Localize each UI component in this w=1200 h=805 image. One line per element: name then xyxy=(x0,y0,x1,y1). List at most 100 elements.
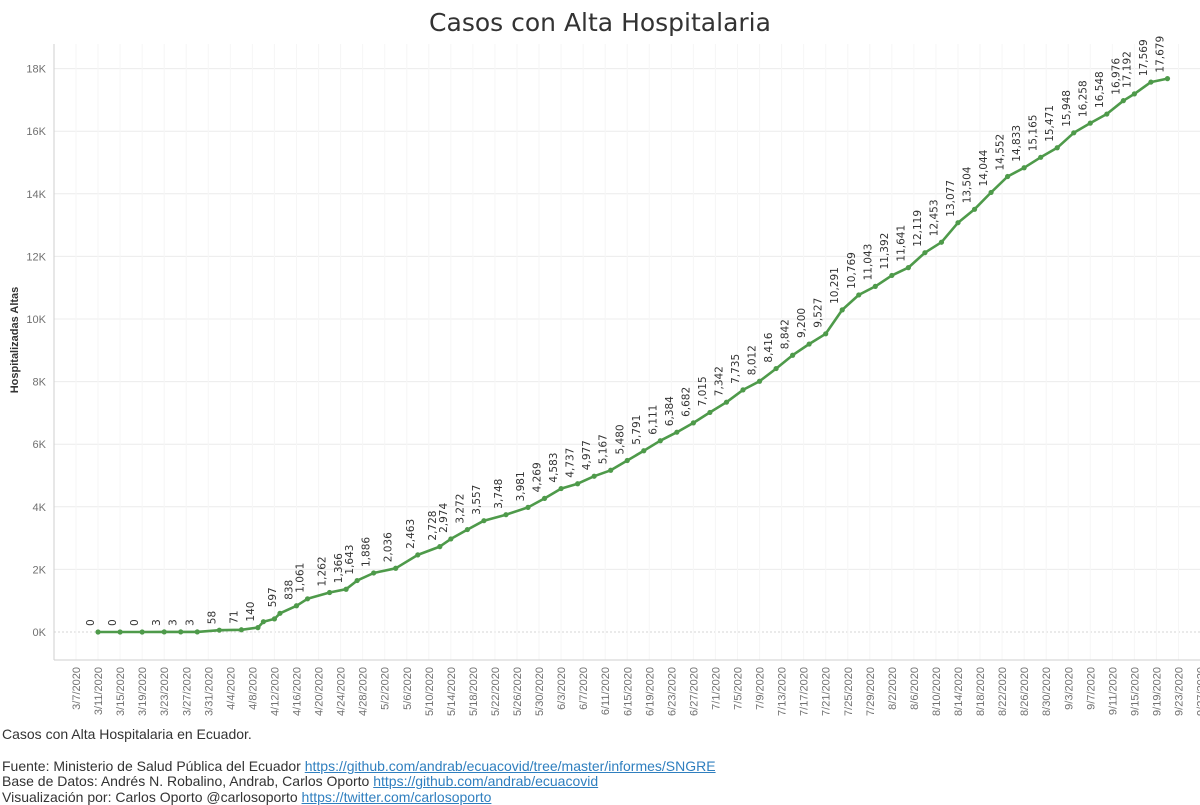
x-tick-label: 3/7/2020 xyxy=(71,667,83,710)
data-point xyxy=(938,239,945,245)
data-point xyxy=(371,570,377,576)
data-point xyxy=(773,365,779,372)
visualization-link[interactable]: https://twitter.com/carlosoporto xyxy=(301,789,492,805)
data-label: 4,269 xyxy=(532,462,544,492)
data-point xyxy=(343,586,349,592)
data-label: 2,463 xyxy=(405,519,417,549)
data-point xyxy=(178,629,184,635)
x-tick-label: 7/9/2020 xyxy=(755,667,767,710)
data-label: 1,886 xyxy=(361,537,373,567)
visualization-text: Visualización por: Carlos Oporto @carlos… xyxy=(2,789,298,805)
data-point xyxy=(690,420,697,426)
data-point xyxy=(304,596,311,602)
data-label: 1,366 xyxy=(333,553,345,583)
data-point xyxy=(657,438,663,444)
x-tick-label: 7/21/2020 xyxy=(821,667,833,716)
data-label: 6,111 xyxy=(647,405,659,435)
data-point xyxy=(271,616,278,622)
data-point xyxy=(354,577,360,584)
data-label: 15,471 xyxy=(1044,105,1056,142)
data-label: 15,165 xyxy=(1028,115,1040,152)
data-label: 7,015 xyxy=(697,376,709,406)
data-label: 4,737 xyxy=(565,448,577,478)
data-label: 6,682 xyxy=(680,387,692,417)
data-point xyxy=(481,518,487,524)
source-link[interactable]: https://github.com/andrab/ecuacovid/tree… xyxy=(304,758,716,774)
chart-title: Casos con Alta Hospitalaria xyxy=(429,8,771,37)
data-point xyxy=(988,189,994,196)
x-tick-label: 5/10/2020 xyxy=(424,667,436,716)
data-point xyxy=(823,331,829,337)
data-label: 1,061 xyxy=(295,563,307,593)
data-label: 13,504 xyxy=(962,166,974,203)
axes: 0K 2K 4K 6K 8K 10K 12K 14K 16K 18K 3/7/2020 3/11/20… xyxy=(26,44,1200,716)
x-tick-label: 9/15/2020 xyxy=(1129,667,1141,716)
data-label: 0 xyxy=(85,619,97,626)
data-label: 7,735 xyxy=(730,354,742,384)
y-tick-label: 10K xyxy=(26,314,46,326)
x-tick-label: 6/11/2020 xyxy=(600,667,612,715)
data-point xyxy=(756,378,763,384)
x-tick-label: 3/27/2020 xyxy=(181,667,193,716)
data-point xyxy=(1038,154,1044,160)
data-label: 11,043 xyxy=(862,244,874,281)
data-point xyxy=(1021,165,1027,171)
data-point xyxy=(95,629,101,635)
x-tick-label: 8/26/2020 xyxy=(1019,667,1031,716)
data-label: 3 xyxy=(151,619,163,626)
data-point xyxy=(922,250,928,256)
data-point xyxy=(525,504,531,510)
data-label: 6,384 xyxy=(664,396,676,426)
y-tick-label: 18K xyxy=(26,64,46,76)
data-label: 5,480 xyxy=(614,424,626,454)
data-point xyxy=(839,307,845,313)
data-label: 9,200 xyxy=(796,308,808,338)
database-link[interactable]: https://github.com/andrab/ecuacovid xyxy=(373,773,599,789)
data-point xyxy=(161,629,167,635)
data-point xyxy=(872,283,878,289)
data-point xyxy=(541,495,548,501)
data-label: 2,728 xyxy=(427,511,439,541)
data-point xyxy=(503,512,509,518)
data-label: 4,583 xyxy=(548,453,560,483)
line-chart: 0K 2K 4K 6K 8K 10K 12K 14K 16K 18K 3/7/2020 3/11/20… xyxy=(9,36,1200,716)
data-label: 71 xyxy=(228,610,240,623)
source-text: Fuente: Ministerio de Salud Pública del … xyxy=(2,758,301,774)
x-tick-label: 4/4/2020 xyxy=(225,667,237,710)
data-point xyxy=(558,485,564,492)
data-point xyxy=(1120,98,1126,104)
data-label: 3,748 xyxy=(493,479,505,509)
data-label: 17,192 xyxy=(1121,51,1133,88)
x-tick-label: 5/30/2020 xyxy=(534,667,546,716)
data-point xyxy=(955,220,961,226)
data-point xyxy=(194,629,200,635)
data-point xyxy=(415,552,421,558)
data-label: 10,769 xyxy=(846,252,858,289)
x-tick-label: 6/7/2020 xyxy=(578,667,590,710)
data-point xyxy=(1087,120,1093,126)
data-point xyxy=(238,627,244,633)
y-tick-label: 12K xyxy=(26,251,46,263)
data-label: 11,392 xyxy=(879,233,891,270)
data-point xyxy=(641,448,647,454)
x-tick-label: 3/19/2020 xyxy=(137,667,149,716)
data-point xyxy=(790,352,796,358)
data-point xyxy=(277,610,283,616)
chart-caption: Casos con Alta Hospitalaria en Ecuador. xyxy=(2,726,252,742)
x-tick-label: 9/3/2020 xyxy=(1063,667,1075,710)
data-point xyxy=(1131,91,1137,97)
database-text: Base de Datos: Andrés N. Robalino, Andra… xyxy=(2,773,370,789)
data-label: 11,641 xyxy=(895,225,907,262)
x-tick-label: 9/11/2020 xyxy=(1107,667,1119,715)
data-label: 0 xyxy=(107,619,119,626)
data-point xyxy=(216,627,222,633)
data-label: 12,119 xyxy=(912,210,924,247)
data-label: 597 xyxy=(267,587,279,607)
data-label: 8,012 xyxy=(747,345,759,375)
data-point xyxy=(740,387,746,393)
y-tick-label: 0K xyxy=(33,627,47,639)
x-tick-label: 5/18/2020 xyxy=(468,667,480,716)
data-point xyxy=(707,409,713,416)
x-tick-label: 3/31/2020 xyxy=(203,667,215,716)
